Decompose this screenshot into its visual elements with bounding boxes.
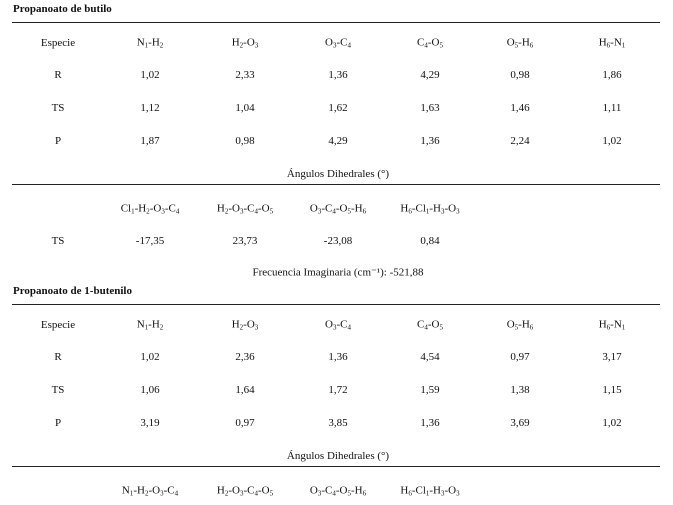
cell: 2,24	[510, 135, 530, 147]
cell: 1,64	[235, 384, 255, 396]
cell: 2,36	[235, 351, 255, 363]
rule	[12, 22, 660, 23]
column-header: C4-O5	[417, 36, 443, 50]
cell: 1,36	[328, 69, 348, 81]
cell: 1,46	[510, 102, 530, 114]
cell: 4,54	[420, 351, 440, 363]
cell: 4,29	[420, 69, 440, 81]
cell: 1,15	[602, 384, 622, 396]
column-header: C4-O5	[417, 318, 443, 332]
cell: TS	[51, 235, 65, 247]
cell: 3,69	[510, 417, 530, 429]
cell: -23,08	[323, 235, 353, 247]
cell: 1,62	[328, 102, 348, 114]
rule	[12, 466, 660, 467]
cell: 1,11	[602, 102, 622, 114]
cell: 3,19	[140, 417, 160, 429]
section-title: Propanoato de butilo	[13, 3, 112, 15]
cell: P	[54, 135, 62, 147]
subheading: Ángulos Dihedrales (°)	[286, 450, 390, 462]
column-header: O3-C4	[325, 36, 351, 50]
column-header: O3-C4-O5-H6	[309, 484, 367, 498]
cell: -17,35	[135, 235, 165, 247]
cell: P	[54, 417, 62, 429]
column-header: O3-C4-O5-H6	[309, 202, 367, 216]
column-header: H2-O3	[231, 318, 259, 332]
column-header: H6-Cl1-H3-O3	[400, 202, 460, 216]
cell: 0,98	[510, 69, 530, 81]
cell: 1,72	[328, 384, 348, 396]
subheading: Ángulos Dihedrales (°)	[286, 168, 390, 180]
column-header: H2-O3-C4-O5	[216, 484, 274, 498]
rule	[12, 184, 660, 185]
cell: 1,59	[420, 384, 440, 396]
column-header: H6-N1	[598, 36, 626, 50]
cell: 1,63	[420, 102, 440, 114]
column-header: O5-H6	[506, 36, 534, 50]
cell: 4,29	[328, 135, 348, 147]
cell: 3,17	[602, 351, 622, 363]
column-header: H2-O3-C4-O5	[216, 202, 274, 216]
cell: 1,04	[235, 102, 255, 114]
column-header: O5-H6	[506, 318, 534, 332]
cell: 0,84	[420, 235, 440, 247]
cell: 1,02	[602, 417, 622, 429]
column-header: H6-Cl1-H3-O3	[400, 484, 460, 498]
column-header: N1-H2	[136, 318, 164, 332]
cell: 1,02	[140, 69, 160, 81]
column-header: Especie	[40, 37, 76, 49]
cell: 1,38	[510, 384, 530, 396]
cell: 1,36	[420, 417, 440, 429]
cell: R	[54, 351, 62, 363]
cell: TS	[51, 102, 65, 114]
column-header: Especie	[40, 319, 76, 331]
column-header: H6-N1	[598, 318, 626, 332]
cell: R	[54, 69, 62, 81]
cell: 2,33	[235, 69, 255, 81]
cell: 0,97	[235, 417, 255, 429]
cell: 1,36	[420, 135, 440, 147]
cell: 1,12	[140, 102, 160, 114]
cell: 3,85	[328, 417, 348, 429]
column-header: N1-H2	[136, 36, 164, 50]
cell: 1,87	[140, 135, 160, 147]
column-header: H2-O3	[231, 36, 259, 50]
column-header: Cl1-H2-O3-C4	[120, 202, 180, 216]
column-header: O3-C4	[325, 318, 351, 332]
cell: TS	[51, 384, 65, 396]
cell: 1,02	[140, 351, 160, 363]
cell: 23,73	[232, 235, 258, 247]
rule	[12, 304, 660, 305]
cell: 1,06	[140, 384, 160, 396]
cell: 1,86	[602, 69, 622, 81]
cell: 1,36	[328, 351, 348, 363]
section-title: Propanoato de 1-butenilo	[13, 285, 132, 297]
frequency: Frecuencia Imaginaria (cm⁻¹): -521,88	[252, 266, 424, 279]
column-header: N1-H2-O3-C4	[121, 484, 179, 498]
cell: 1,02	[602, 135, 622, 147]
cell: 0,98	[235, 135, 255, 147]
cell: 0,97	[510, 351, 530, 363]
